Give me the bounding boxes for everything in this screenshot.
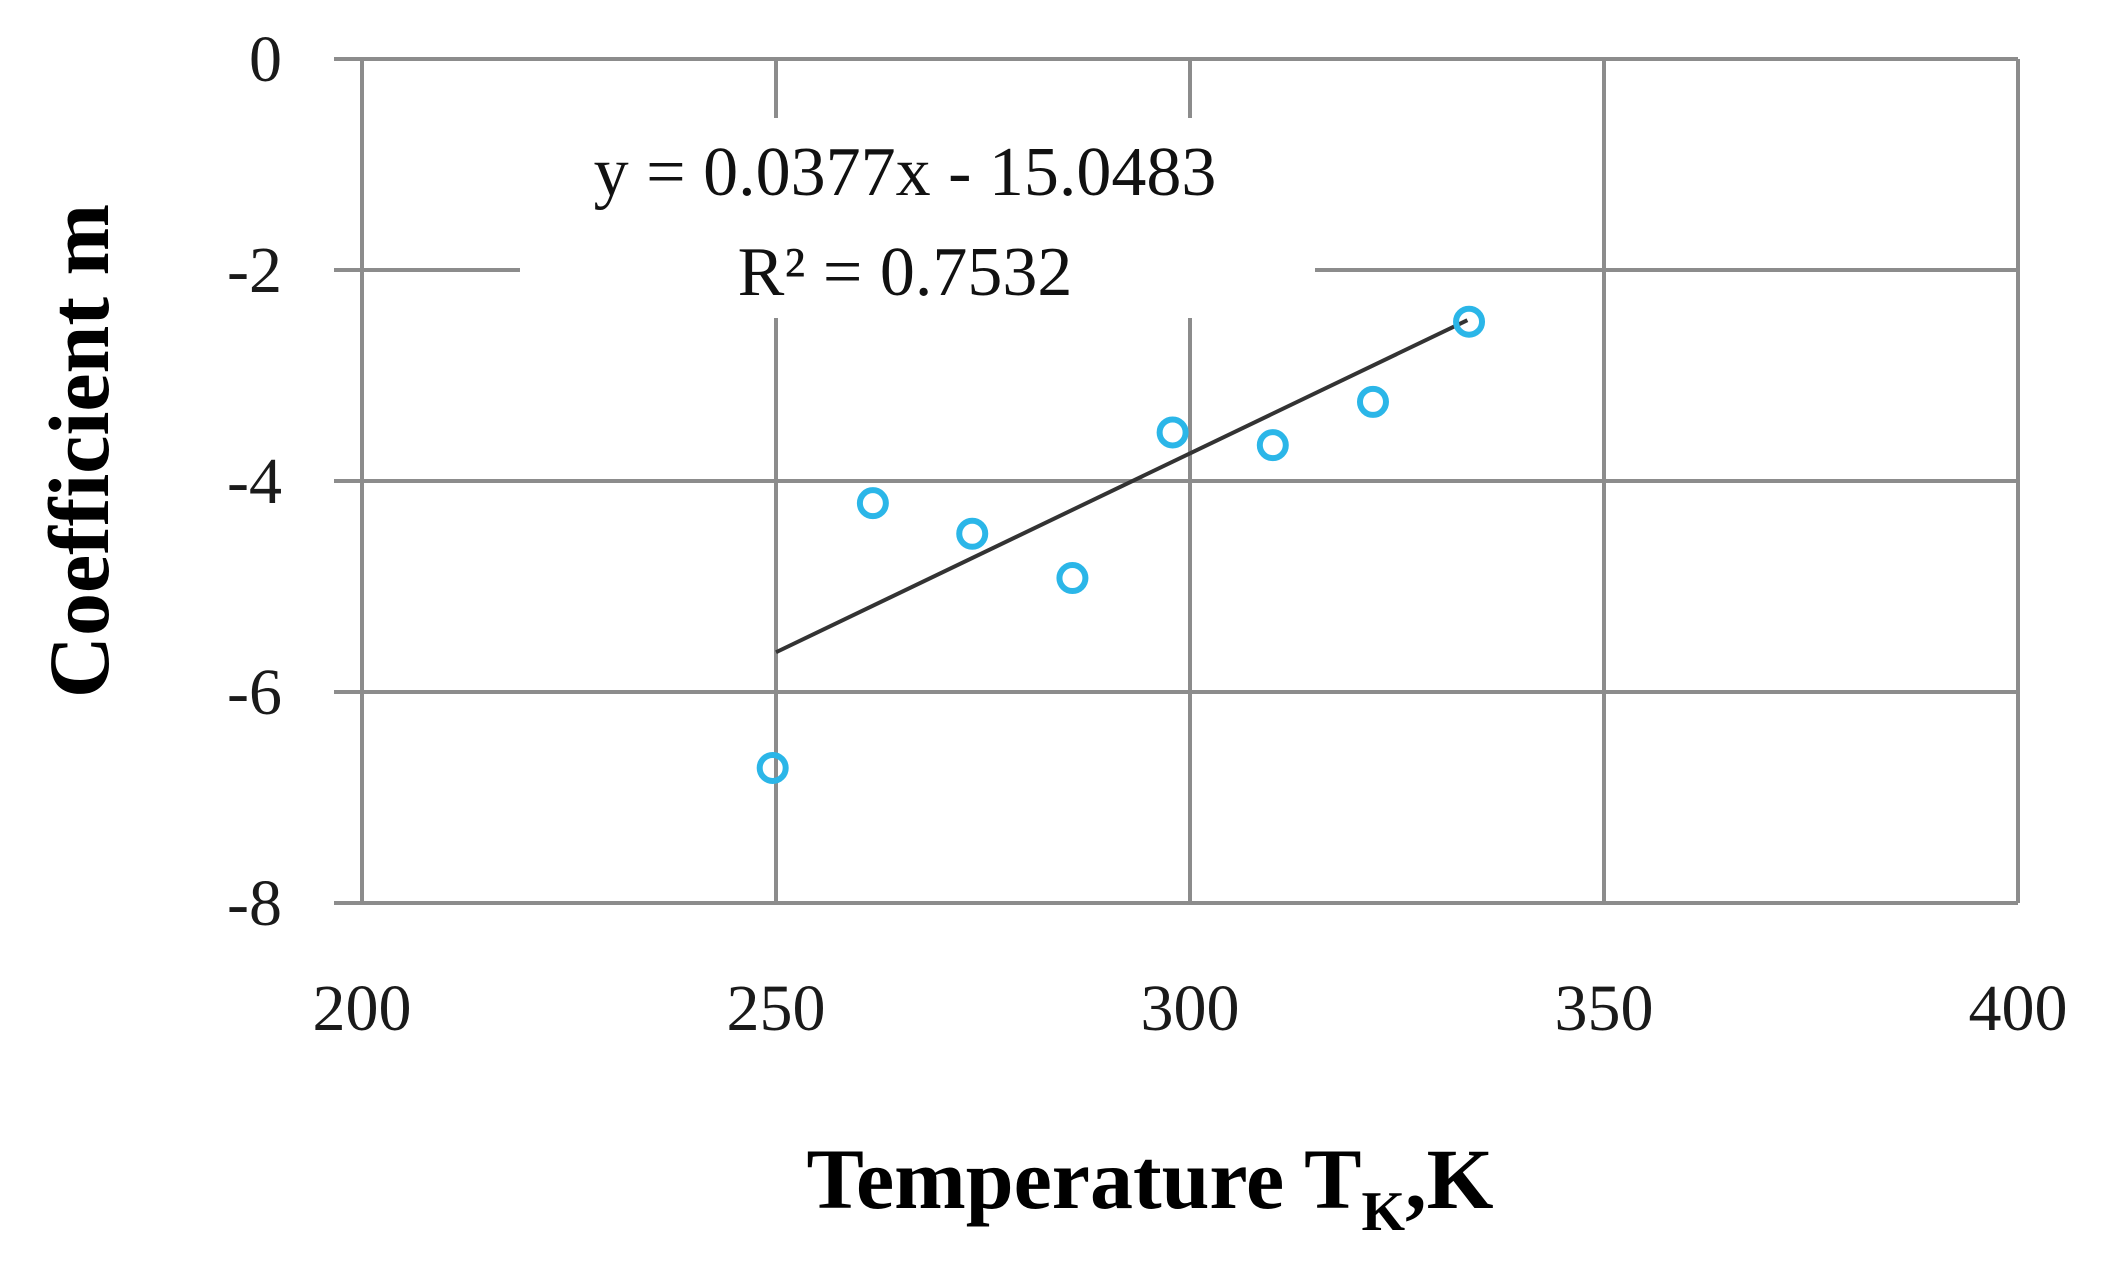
data-point bbox=[756, 751, 789, 784]
x-tick-label: 400 bbox=[1969, 972, 2068, 1045]
data-point bbox=[1156, 416, 1189, 449]
y-tick-label: -8 bbox=[227, 867, 282, 940]
tick-labels: 0 -2 -4 -6 -8 200 250 300 350 400 bbox=[227, 23, 2067, 1045]
x-tick-label: 300 bbox=[1141, 972, 1240, 1045]
x-axis-title-subscript: K bbox=[1362, 1181, 1406, 1243]
y-tick-label: -2 bbox=[227, 234, 282, 307]
equation-background bbox=[520, 118, 1315, 318]
data-point bbox=[1453, 305, 1486, 338]
y-tick-label: 0 bbox=[249, 23, 282, 96]
y-axis-title: Coefficient m bbox=[31, 204, 127, 698]
x-axis-title-unit: ,K bbox=[1405, 1131, 1494, 1227]
data-point bbox=[956, 517, 989, 550]
data-points bbox=[756, 305, 1486, 784]
trendline bbox=[775, 318, 1469, 655]
x-axis-title: Temperature TK,K bbox=[807, 1131, 1494, 1243]
data-point bbox=[1056, 562, 1089, 595]
data-point bbox=[1356, 385, 1389, 418]
x-tick-label: 250 bbox=[727, 972, 826, 1045]
trendline-r-squared: R² = 0.7532 bbox=[738, 234, 1073, 311]
x-axis-title-main: Temperature T bbox=[807, 1131, 1362, 1227]
y-tick-label: -6 bbox=[227, 656, 282, 729]
data-point bbox=[1256, 429, 1289, 462]
trendline-equation: y = 0.0377x - 15.0483 bbox=[594, 134, 1217, 211]
x-tick-label: 200 bbox=[313, 972, 412, 1045]
y-tick-label: -4 bbox=[227, 445, 282, 518]
x-tick-label: 350 bbox=[1555, 972, 1654, 1045]
data-point bbox=[856, 487, 889, 520]
